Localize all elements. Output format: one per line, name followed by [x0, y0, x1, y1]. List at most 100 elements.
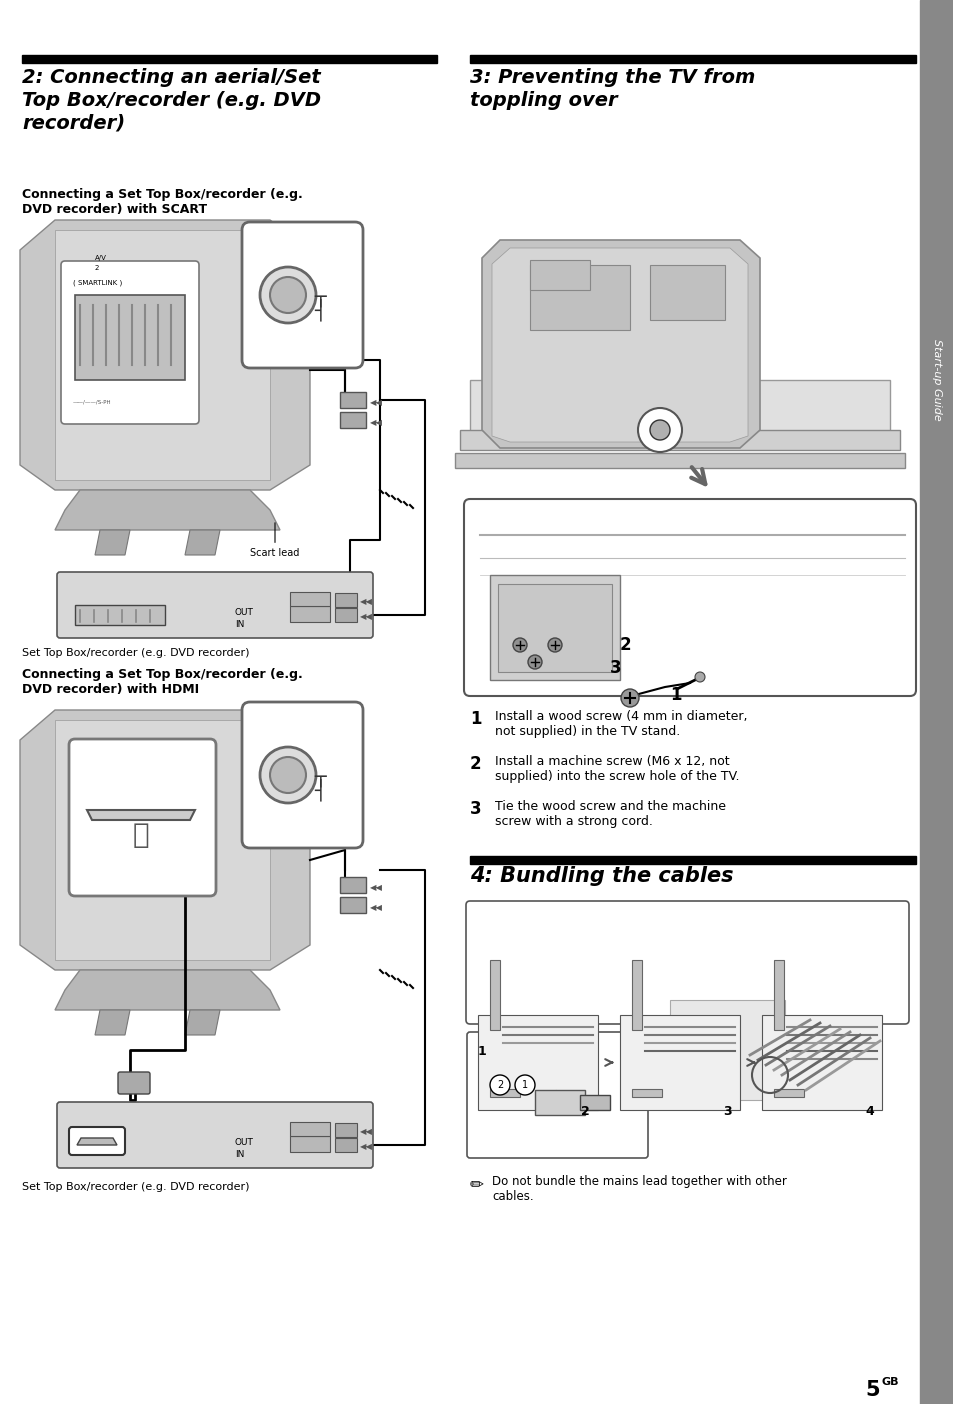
- Bar: [290, 607, 330, 622]
- Circle shape: [260, 747, 315, 803]
- Text: ——/——/S-PH: ——/——/S-PH: [73, 400, 112, 404]
- Bar: [477, 1015, 598, 1111]
- Bar: [455, 453, 904, 468]
- Text: 1: 1: [521, 1080, 528, 1090]
- Bar: [339, 392, 366, 409]
- Bar: [339, 897, 366, 913]
- Text: Set Top Box/recorder (e.g. DVD recorder): Set Top Box/recorder (e.g. DVD recorder): [22, 1182, 250, 1192]
- Bar: [773, 1090, 803, 1097]
- Text: Scart lead: Scart lead: [250, 522, 299, 557]
- Text: Install a machine screw (M6 x 12, not
supplied) into the screw hole of the TV.: Install a machine screw (M6 x 12, not su…: [495, 755, 739, 783]
- Text: 1: 1: [470, 710, 481, 729]
- Bar: [631, 960, 641, 1031]
- Bar: [470, 380, 889, 435]
- Bar: [669, 1000, 784, 1099]
- Circle shape: [547, 637, 561, 651]
- Circle shape: [649, 420, 669, 439]
- Bar: [339, 878, 366, 893]
- Text: OUT: OUT: [234, 608, 253, 616]
- Text: Connecting a Set Top Box/recorder (e.g.
DVD recorder) with HDMI: Connecting a Set Top Box/recorder (e.g. …: [22, 668, 302, 696]
- Bar: [75, 605, 165, 625]
- Polygon shape: [55, 490, 280, 529]
- Text: ( SMARTLINK ): ( SMARTLINK ): [73, 279, 122, 286]
- Bar: [919, 0, 953, 1404]
- Text: Tie the wood screw and the machine
screw with a strong cord.: Tie the wood screw and the machine screw…: [495, 800, 725, 828]
- Bar: [530, 260, 589, 291]
- FancyBboxPatch shape: [57, 1102, 373, 1168]
- Text: Set Top Box/recorder (e.g. DVD recorder): Set Top Box/recorder (e.g. DVD recorder): [22, 649, 250, 658]
- Text: 2: Connecting an aerial/Set
Top Box/recorder (e.g. DVD
recorder): 2: Connecting an aerial/Set Top Box/reco…: [22, 67, 321, 132]
- Text: IN: IN: [234, 1150, 244, 1158]
- Text: 2: 2: [619, 636, 631, 654]
- Polygon shape: [55, 970, 280, 1009]
- Bar: [290, 1136, 330, 1153]
- Text: 2: 2: [580, 1105, 589, 1118]
- FancyBboxPatch shape: [463, 498, 915, 696]
- Text: ◀◀: ◀◀: [359, 612, 373, 621]
- Text: Connecting a Set Top Box/recorder (e.g.
DVD recorder) with SCART: Connecting a Set Top Box/recorder (e.g. …: [22, 188, 302, 216]
- Text: ◀◀: ◀◀: [359, 597, 373, 607]
- Text: GB: GB: [882, 1377, 899, 1387]
- FancyBboxPatch shape: [57, 571, 373, 637]
- Text: 3: 3: [722, 1105, 731, 1118]
- Text: 2: 2: [497, 1080, 502, 1090]
- Bar: [470, 856, 915, 863]
- Bar: [490, 1090, 519, 1097]
- Polygon shape: [185, 1009, 220, 1035]
- Bar: [470, 55, 915, 63]
- Bar: [75, 295, 185, 380]
- Polygon shape: [20, 220, 310, 490]
- Polygon shape: [20, 710, 310, 970]
- Text: ◀◀: ◀◀: [359, 1141, 373, 1151]
- Text: 4: 4: [864, 1105, 873, 1118]
- FancyBboxPatch shape: [242, 222, 363, 368]
- Text: ⏤: ⏤: [132, 821, 150, 849]
- Circle shape: [527, 656, 541, 668]
- Polygon shape: [55, 720, 270, 960]
- Bar: [335, 1139, 356, 1153]
- Text: ┬
┤: ┬ ┤: [314, 769, 326, 802]
- Polygon shape: [77, 1139, 117, 1146]
- Bar: [649, 265, 724, 320]
- Polygon shape: [481, 240, 760, 448]
- Bar: [290, 592, 330, 607]
- Polygon shape: [95, 1009, 130, 1035]
- Text: IN: IN: [234, 621, 244, 629]
- Circle shape: [490, 1075, 510, 1095]
- Polygon shape: [492, 249, 747, 442]
- Bar: [619, 1015, 740, 1111]
- Text: ◀◀: ◀◀: [370, 883, 382, 892]
- Text: A/V: A/V: [95, 256, 107, 261]
- Circle shape: [695, 673, 704, 682]
- Text: 1: 1: [669, 687, 680, 703]
- Polygon shape: [87, 810, 194, 820]
- Circle shape: [270, 757, 306, 793]
- Text: ┬
┤: ┬ ┤: [314, 289, 326, 322]
- FancyBboxPatch shape: [69, 739, 215, 896]
- Bar: [579, 1095, 609, 1111]
- Text: 5: 5: [864, 1380, 879, 1400]
- Text: 4: Bundling the cables: 4: Bundling the cables: [470, 866, 733, 886]
- Bar: [761, 1015, 882, 1111]
- FancyBboxPatch shape: [61, 261, 199, 424]
- Text: ◀◀: ◀◀: [370, 903, 382, 913]
- Text: 2: 2: [470, 755, 481, 774]
- Bar: [22, 55, 436, 63]
- Text: 2: 2: [95, 265, 99, 271]
- Bar: [459, 430, 899, 451]
- Bar: [335, 608, 356, 622]
- Bar: [335, 592, 356, 607]
- Bar: [490, 576, 619, 680]
- Text: Install a wood screw (4 mm in diameter,
not supplied) in the TV stand.: Install a wood screw (4 mm in diameter, …: [495, 710, 747, 739]
- FancyBboxPatch shape: [465, 901, 908, 1024]
- Bar: [497, 584, 612, 673]
- Text: ✏: ✏: [470, 1175, 483, 1193]
- FancyBboxPatch shape: [242, 702, 363, 848]
- Circle shape: [513, 637, 526, 651]
- Text: 1: 1: [477, 1045, 486, 1059]
- Bar: [339, 411, 366, 428]
- Text: ◀◀: ◀◀: [370, 418, 382, 427]
- Polygon shape: [95, 529, 130, 555]
- Circle shape: [270, 277, 306, 313]
- Text: 3: Preventing the TV from
toppling over: 3: Preventing the TV from toppling over: [470, 67, 755, 110]
